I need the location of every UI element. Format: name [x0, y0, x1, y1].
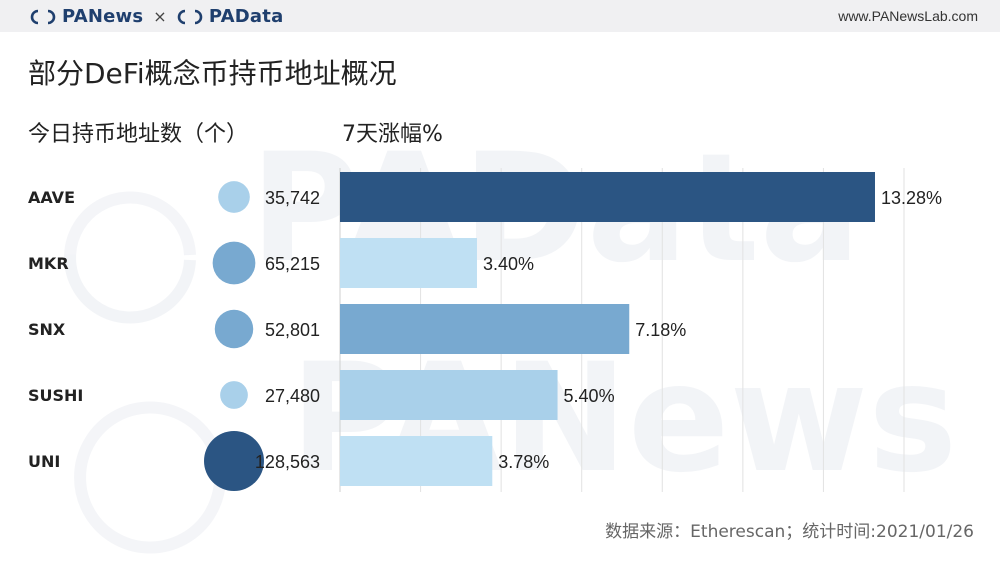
padata-logo-icon	[177, 9, 203, 25]
site-url[interactable]: www.PANewsLab.com	[838, 8, 978, 24]
panews-logo-icon	[30, 9, 56, 25]
address-bubble	[220, 381, 248, 409]
watermark-logo-icon	[64, 191, 226, 554]
top-bar: PANews × PAData www.PANewsLab.com	[0, 0, 1000, 32]
growth-bar	[340, 370, 558, 420]
address-count-label: 128,563	[255, 452, 320, 472]
address-bubble	[214, 309, 254, 349]
growth-label: 3.78%	[498, 452, 549, 472]
category-label: SNX	[28, 320, 66, 339]
brand: PANews × PAData	[30, 6, 283, 27]
data-source: 数据来源：Etherescan；统计时间:2021/01/26	[605, 522, 974, 542]
category-label: SUSHI	[28, 386, 83, 405]
brand-panews: PANews	[62, 6, 144, 27]
address-count-label: 35,742	[265, 188, 320, 208]
growth-bar	[340, 304, 630, 354]
category-label: MKR	[28, 254, 69, 273]
chart-title: 部分DeFi概念币持币地址概况	[28, 57, 397, 90]
growth-label: 13.28%	[881, 188, 942, 208]
growth-label: 7.18%	[635, 320, 686, 340]
chart: AAVE 35,742 13.28% MKR 65,215 3.40% SNX 52,801 7…	[28, 168, 942, 492]
right-column-heading: 7天涨幅%	[342, 122, 443, 147]
growth-bar	[340, 172, 875, 222]
left-column-heading: 今日持币地址数（个）	[28, 122, 249, 147]
brand-padata: PAData	[208, 6, 284, 27]
brand-separator: ×	[153, 7, 167, 26]
growth-label: 3.40%	[483, 254, 534, 274]
address-count-label: 65,215	[265, 254, 320, 274]
address-count-label: 27,480	[265, 386, 320, 406]
category-label: AAVE	[28, 188, 75, 207]
growth-bar	[340, 436, 493, 486]
address-bubble	[212, 241, 256, 285]
category-label: UNI	[28, 452, 60, 471]
growth-bar	[340, 238, 477, 288]
address-bubble	[218, 181, 250, 213]
growth-label: 5.40%	[564, 386, 615, 406]
address-count-label: 52,801	[265, 320, 320, 340]
address-bubble	[204, 431, 264, 491]
